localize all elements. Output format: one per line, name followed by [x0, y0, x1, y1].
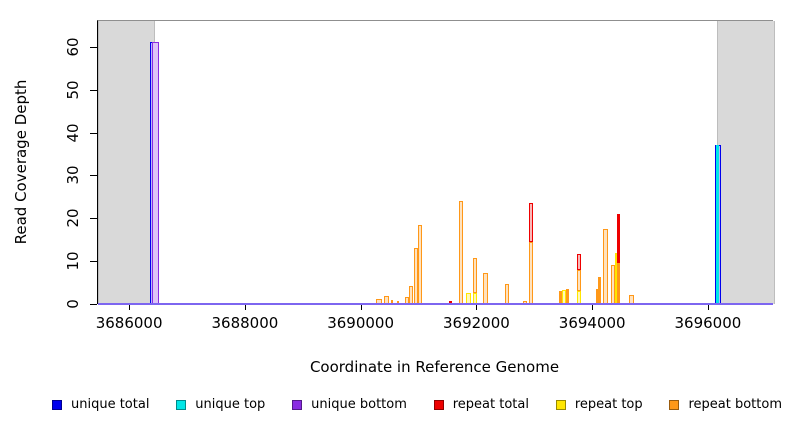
- legend-item-repeat-bottom: repeat bottom: [669, 397, 782, 412]
- y-axis-title: Read Coverage Depth: [12, 79, 30, 245]
- coverage-bar: [617, 263, 620, 304]
- legend-swatch-icon: [433, 399, 444, 410]
- x-tick-label: 3690000: [327, 314, 394, 332]
- legend-swatch-icon: [669, 399, 680, 410]
- coverage-bar: [482, 273, 488, 304]
- y-tick: [90, 261, 97, 263]
- y-tick-label: 20: [64, 208, 82, 228]
- coverage-bar: [598, 277, 601, 304]
- coverage-bar: [472, 257, 477, 294]
- y-tick-label: 60: [64, 37, 82, 57]
- y-tick: [90, 89, 97, 91]
- x-tick-label: 3692000: [442, 314, 510, 332]
- x-tick-label: 3688000: [211, 314, 279, 332]
- legend-item-unique-total: unique total: [52, 397, 149, 412]
- plot-area: 3686000 3688000 3690000 3692000 3694000 36960…: [64, 20, 775, 332]
- x-tick-label: 3694000: [558, 314, 626, 332]
- y-tick: [90, 132, 97, 134]
- x-tick-label: 3686000: [95, 314, 163, 332]
- y-tick: [90, 304, 97, 305]
- coverage-bar: [565, 288, 569, 304]
- x-tick: [360, 304, 362, 310]
- coverage-bar: [617, 214, 620, 264]
- coverage-bar: [504, 283, 509, 304]
- y-tick-label: 10: [64, 251, 82, 271]
- coverage-bar: [417, 224, 422, 304]
- coverage-bar: [449, 300, 452, 304]
- legend: unique total unique top unique bottom repea…: [52, 397, 782, 412]
- legend-swatch-icon: [292, 399, 303, 410]
- x-tick-label: 3696000: [674, 314, 742, 332]
- legend-item-repeat-top: repeat top: [555, 397, 643, 412]
- coverage-bar: [529, 241, 533, 304]
- x-tick: [129, 304, 131, 310]
- coverage-bar: [151, 42, 159, 304]
- coverage-bar: [397, 301, 399, 304]
- legend-label: repeat total: [452, 397, 529, 412]
- masked-region-band: [716, 21, 775, 304]
- coverage-bar: [602, 229, 608, 304]
- masked-region-band: [98, 21, 155, 304]
- zero-coverage-baseline: [98, 303, 773, 305]
- coverage-bar: [409, 286, 413, 304]
- legend-label: unique top: [195, 397, 266, 412]
- y-tick-label: 30: [64, 165, 82, 185]
- x-axis-title: Coordinate in Reference Genome: [309, 358, 560, 376]
- x-tick: [707, 304, 709, 310]
- coverage-bar: [595, 289, 598, 304]
- y-tick: [90, 175, 97, 177]
- legend-item-repeat-total: repeat total: [433, 397, 529, 412]
- coverage-bar: [458, 201, 463, 304]
- coverage-bar: [558, 291, 562, 304]
- legend-item-unique-top: unique top: [176, 397, 265, 412]
- y-tick: [90, 218, 97, 220]
- x-tick: [244, 304, 246, 310]
- coverage-bar: [391, 299, 393, 304]
- legend-item-unique-bottom: unique bottom: [292, 397, 407, 412]
- coverage-bar: [529, 203, 533, 242]
- x-tick: [592, 304, 594, 310]
- coverage-bar: [716, 145, 720, 304]
- legend-swatch-icon: [555, 399, 566, 410]
- y-tick: [90, 46, 97, 48]
- legend-label: repeat bottom: [688, 397, 782, 412]
- coverage-bar: [614, 252, 618, 304]
- legend-swatch-icon: [52, 399, 62, 410]
- coverage-bar: [576, 253, 581, 270]
- y-tick-label: 40: [64, 122, 82, 143]
- legend-label: unique total: [71, 397, 150, 412]
- legend-label: repeat top: [574, 397, 643, 412]
- x-tick: [476, 304, 478, 310]
- legend-swatch-icon: [176, 399, 187, 410]
- y-tick-label: 0: [64, 299, 82, 309]
- coverage-bar: [576, 269, 581, 292]
- legend-label: unique bottom: [311, 397, 407, 412]
- y-tick-label: 50: [64, 80, 82, 100]
